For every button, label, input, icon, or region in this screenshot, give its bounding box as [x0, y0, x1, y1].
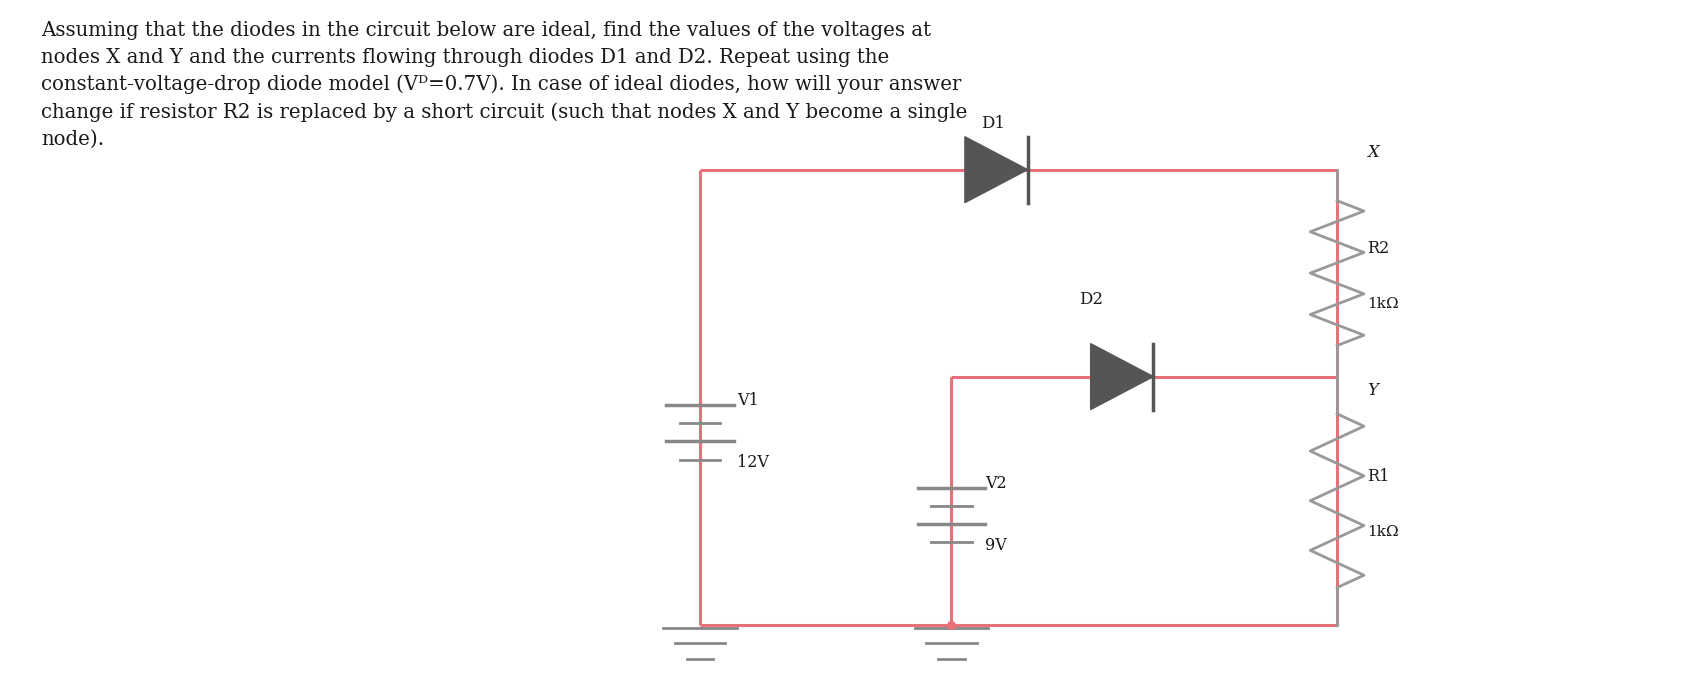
Polygon shape	[1090, 343, 1153, 410]
Text: D1: D1	[981, 114, 1006, 132]
Text: V2: V2	[986, 475, 1006, 492]
Text: 12V: 12V	[736, 454, 768, 471]
Text: 9V: 9V	[986, 537, 1006, 554]
Text: 1kΩ: 1kΩ	[1367, 297, 1399, 311]
Text: R1: R1	[1367, 468, 1390, 485]
Text: Y: Y	[1367, 382, 1378, 399]
Text: 1kΩ: 1kΩ	[1367, 525, 1399, 539]
Text: R2: R2	[1367, 241, 1390, 258]
Text: V1: V1	[736, 392, 758, 409]
Polygon shape	[966, 137, 1028, 202]
Text: X: X	[1367, 144, 1378, 161]
Text: D2: D2	[1078, 290, 1102, 308]
Text: Assuming that the diodes in the circuit below are ideal, find the values of the : Assuming that the diodes in the circuit …	[40, 22, 967, 149]
